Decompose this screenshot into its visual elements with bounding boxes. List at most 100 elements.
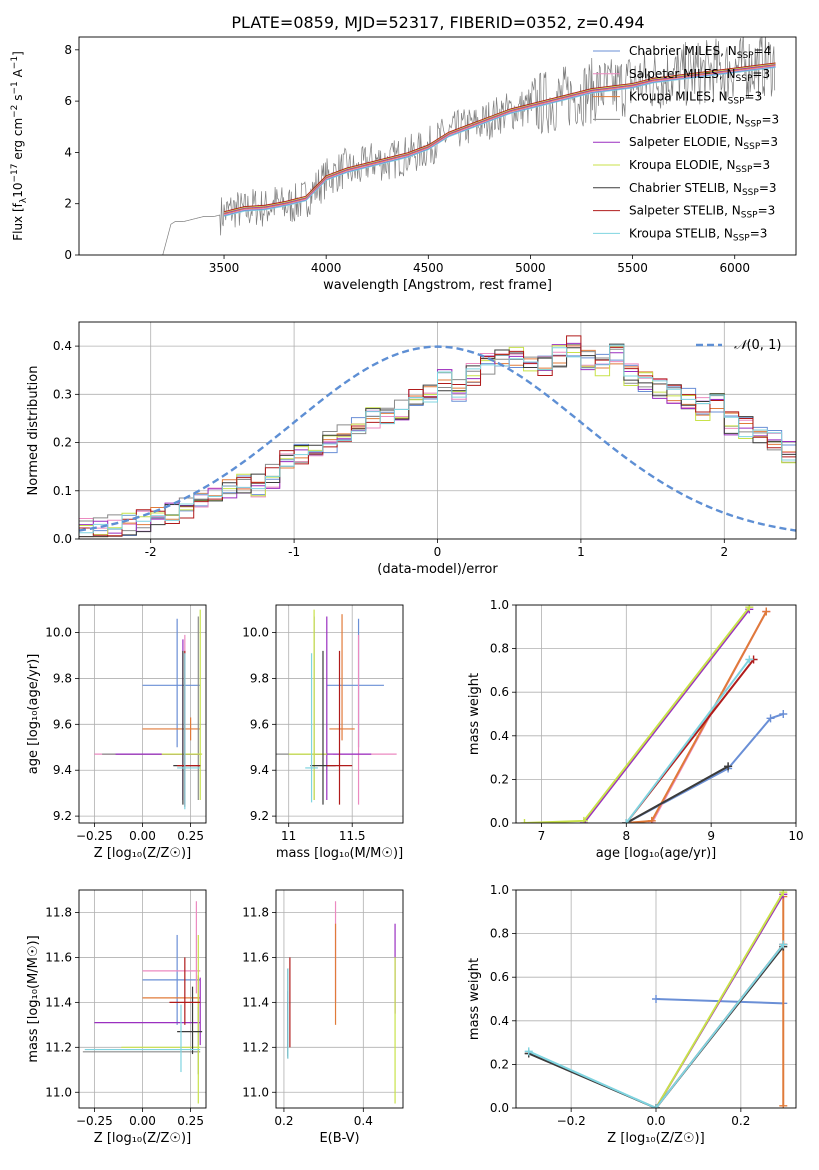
x-tick-label: 5500 xyxy=(617,261,648,275)
axes-frame xyxy=(78,36,797,256)
y-axis-label: Flux [fλ10−17 erg cm−2 s−1 A−1] xyxy=(10,51,29,241)
legend-label-sub: SSP xyxy=(741,211,758,221)
y-tick-label: 4 xyxy=(64,145,72,159)
x-tick-label: -2 xyxy=(145,545,157,559)
legend-label-tail: =3 xyxy=(759,181,777,195)
mass-vs-ebv-plot-area xyxy=(276,890,403,1108)
axes-frame xyxy=(78,604,207,824)
mass-weight-marker xyxy=(579,816,588,823)
age-vs-mass-panel: 11 11.5 9.2 9.4 9.6 9.8 10.0 mass [log₁₀(M/M☉)] xyxy=(242,604,404,861)
y-tick-label: 11.0 xyxy=(242,1085,269,1099)
legend-label-sub: SSP xyxy=(736,165,753,175)
legend-label-sub: SSP xyxy=(745,119,762,129)
legend-entry: Chabrier MILES, NSSP=4 xyxy=(629,44,771,61)
y-tick-label: 11.6 xyxy=(45,950,72,964)
gaussian-curve xyxy=(79,345,796,532)
x-tick-label: 3500 xyxy=(209,261,240,275)
x-tick-label: 11.5 xyxy=(339,829,366,843)
y-tick-label: 0.4 xyxy=(490,1014,509,1028)
mass-weight-line-2 xyxy=(626,611,768,823)
y-tick-label: 0.3 xyxy=(53,387,72,401)
x-axis-label: wavelength [Angstrom, rest frame] xyxy=(323,278,552,293)
legend-label-sub: SSP xyxy=(743,142,760,152)
x-tick-label: 4000 xyxy=(311,261,342,275)
legend-label: Salpeter STELIB, N xyxy=(629,204,741,218)
spectrum-panel: 3500 4000 4500 5000 5500 6000 0 2 4 6 8 wavelength … xyxy=(10,36,797,293)
y-tick-label: 10.0 xyxy=(242,626,269,640)
mass-weight-marker xyxy=(745,605,754,612)
y-label-part: Flux [f xyxy=(11,202,25,240)
x-tick-label: -1 xyxy=(288,545,300,559)
x-tick-label: 2 xyxy=(720,545,728,559)
y-axis-label: mass [log₁₀(M/M☉)] xyxy=(26,935,41,1062)
mass-weight-line-8 xyxy=(528,943,785,1108)
spectrum-data-line xyxy=(162,37,776,255)
axes-frame xyxy=(275,889,404,1109)
x-tick-label: 11 xyxy=(281,829,296,843)
model-line-0 xyxy=(223,67,776,217)
x-tick-label: 1 xyxy=(577,545,585,559)
x-tick-label: 6000 xyxy=(719,261,750,275)
y-tick-label: 0 xyxy=(64,248,72,262)
x-tick-label: 0.25 xyxy=(177,1114,204,1128)
y-tick-label: 0.2 xyxy=(490,1057,509,1071)
legend-label: Kroupa MILES, N xyxy=(629,90,728,104)
y-tick-label: 9.4 xyxy=(250,763,269,777)
legend-entry: Salpeter STELIB, NSSP=3 xyxy=(629,204,775,221)
y-tick-label: 11.6 xyxy=(242,950,269,964)
y-tick-label: 1.0 xyxy=(490,883,509,897)
mass-weight-marker xyxy=(652,1104,660,1108)
massweight-vs-z-plot-area xyxy=(516,890,796,1108)
mass-weight-marker xyxy=(779,710,788,718)
x-tick-label: 8 xyxy=(622,829,630,843)
y-tick-label: 0.2 xyxy=(53,436,72,450)
y-tick-label: 9.2 xyxy=(250,809,269,823)
mass-weight-marker xyxy=(779,1101,788,1108)
y-tick-label: 0.6 xyxy=(490,685,509,699)
y-tick-label: 11.2 xyxy=(45,1040,72,1054)
y-tick-label: 0.1 xyxy=(53,484,72,498)
y-tick-label: 9.4 xyxy=(53,763,72,777)
legend-label: Chabrier ELODIE, N xyxy=(629,112,745,126)
x-tick-label: 9 xyxy=(707,829,715,843)
legend-label-tail: =3 xyxy=(745,90,763,104)
y-axis-label: age [log₁₀(age/yr)] xyxy=(26,654,41,775)
legend-entry: Kroupa STELIB, NSSP=3 xyxy=(629,226,767,243)
mass-weight-line-4 xyxy=(583,608,751,823)
legend-label-tail: =3 xyxy=(758,204,776,218)
x-tick-label: 0.25 xyxy=(177,829,204,843)
mass-weight-line-8 xyxy=(625,658,751,823)
y-tick-label: 0.2 xyxy=(490,772,509,786)
mass-weight-line-5 xyxy=(655,891,785,1108)
legend-label-tail: =3 xyxy=(760,135,778,149)
x-tick-label: 0.00 xyxy=(129,829,156,843)
y-label-part: s xyxy=(11,95,25,105)
mass-weight-marker xyxy=(524,1047,533,1056)
legend-label: Chabrier STELIB, N xyxy=(629,181,742,195)
legend-label-tail: =3 xyxy=(750,226,768,240)
y-tick-label: 9.8 xyxy=(53,671,72,685)
axes-frame xyxy=(515,889,797,1109)
y-tick-label: 8 xyxy=(64,43,72,57)
y-tick-label: 0.6 xyxy=(490,970,509,984)
x-tick-label: 5000 xyxy=(515,261,546,275)
legend-entry: Kroupa MILES, NSSP=3 xyxy=(629,90,762,107)
age-vs-mass-plot-area xyxy=(276,605,403,823)
y-label-part: −2 xyxy=(10,105,20,118)
axes-frame xyxy=(515,604,797,824)
residuals-panel: -2 -1 0 1 2 0.0 0.1 0.2 0.3 0.4 (data-model)/error… xyxy=(26,321,797,577)
y-tick-label: 0.8 xyxy=(490,642,509,656)
mass-weight-marker xyxy=(652,995,660,1003)
x-tick-label: 0.0 xyxy=(646,1114,665,1128)
y-label-part: 10 xyxy=(11,183,25,198)
figure-title: PLATE=0859, MJD=52317, FIBERID=0352, z=0… xyxy=(231,13,644,32)
model-line-4 xyxy=(223,63,776,214)
histogram-series-0 xyxy=(79,353,796,538)
legend-label-tail: =3 xyxy=(752,158,770,172)
legend-label: Salpeter ELODIE, N xyxy=(629,135,743,149)
legend-entry: Chabrier STELIB, NSSP=3 xyxy=(629,181,777,198)
axes-frame xyxy=(78,889,207,1109)
model-line-5 xyxy=(223,63,776,213)
y-axis-label: Normed distribution xyxy=(26,366,41,496)
axes-frame xyxy=(275,604,404,824)
